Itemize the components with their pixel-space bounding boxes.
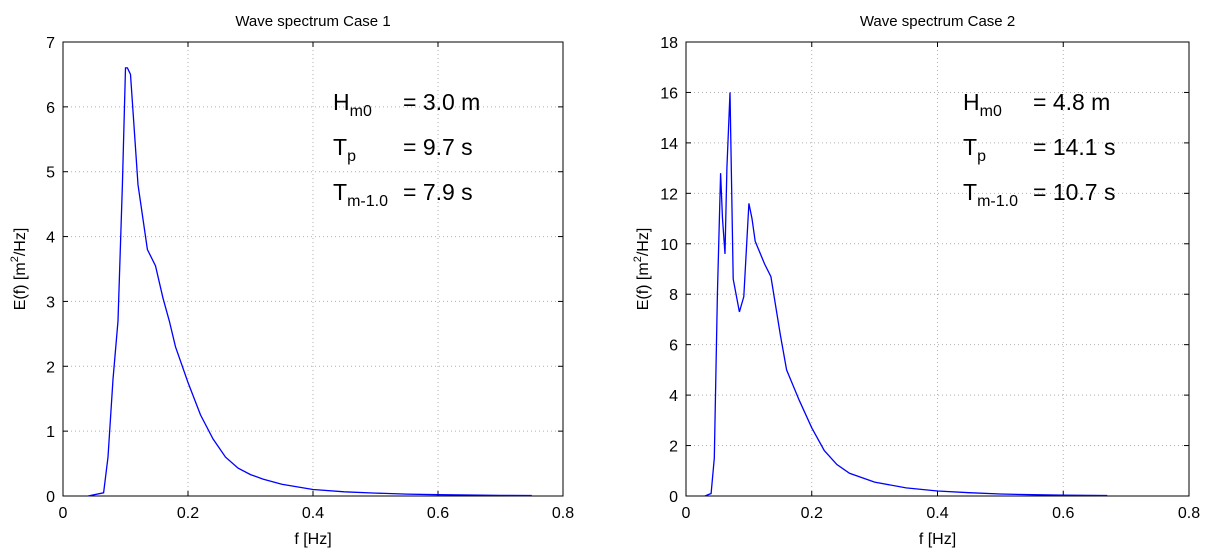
annotation-value: = 10.7 s: [1033, 179, 1115, 205]
y-tick-label: 16: [660, 85, 678, 102]
annotation-value: = 9.7 s: [403, 134, 473, 160]
chart-title: Wave spectrum Case 1: [235, 13, 390, 30]
y-tick-label: 0: [669, 489, 678, 506]
x-tick-label: 0.2: [801, 505, 823, 522]
annotation-t-m10: Tm-1.0: [333, 179, 388, 210]
annotation-t-p: Tp: [963, 134, 986, 165]
annotation-h-m0: Hm0: [333, 89, 372, 120]
chart-title: Wave spectrum Case 2: [860, 13, 1015, 30]
y-tick-label: 12: [660, 186, 678, 203]
annotation-value: = 4.8 m: [1033, 89, 1110, 115]
annotation-t-m10: Tm-1.0: [963, 179, 1018, 210]
y-tick-label: 3: [46, 294, 55, 311]
y-axis-label: E(f) [m2/Hz]: [632, 228, 652, 311]
spectrum-line: [87, 67, 532, 497]
x-tick-label: 0.4: [302, 505, 324, 522]
y-tick-label: 4: [669, 388, 678, 405]
x-tick-label: 0.8: [552, 505, 574, 522]
y-tick-label: 6: [669, 338, 678, 355]
x-tick-label: 0: [682, 505, 691, 522]
annotation-value: = 7.9 s: [403, 179, 473, 205]
y-tick-label: 10: [660, 237, 678, 254]
y-tick-label: 1: [46, 424, 55, 441]
y-tick-label: 18: [660, 35, 678, 52]
annotation-value: = 14.1 s: [1033, 134, 1115, 160]
x-tick-label: 0.4: [926, 505, 948, 522]
x-tick-label: 0.6: [427, 505, 449, 522]
chart-1: 0 0.2 0.4 0.6 0.8 0 1 2 3 4 5 6 7 Wave spectrum Case …: [9, 13, 574, 548]
annotation-h-m0: Hm0: [963, 89, 1002, 120]
x-tick-label: 0.6: [1052, 505, 1074, 522]
y-tick-label: 8: [669, 287, 678, 304]
y-tick-label: 6: [46, 100, 55, 117]
x-tick-label: 0.8: [1178, 505, 1200, 522]
spectrum-line: [704, 92, 1108, 497]
annotation-value: = 3.0 m: [403, 89, 480, 115]
y-tick-label: 14: [660, 136, 678, 153]
y-tick-label: 5: [46, 165, 55, 182]
x-tick-label: 0.2: [177, 505, 199, 522]
x-axis-label: f [Hz]: [919, 531, 956, 548]
y-axis-label: E(f) [m2/Hz]: [9, 228, 29, 311]
y-tick-label: 7: [46, 35, 55, 52]
x-tick-label: 0: [59, 505, 68, 522]
y-tick-label: 2: [46, 359, 55, 376]
annotation-t-p: Tp: [333, 134, 356, 165]
x-axis-label: f [Hz]: [294, 531, 331, 548]
y-tick-label: 2: [669, 439, 678, 456]
y-tick-label: 0: [46, 489, 55, 506]
y-tick-label: 4: [46, 230, 55, 247]
chart-2: 0 0.2 0.4 0.6 0.8 0 2 4 6 8 10 12 14 16 18 Wave spectru…: [632, 13, 1200, 548]
